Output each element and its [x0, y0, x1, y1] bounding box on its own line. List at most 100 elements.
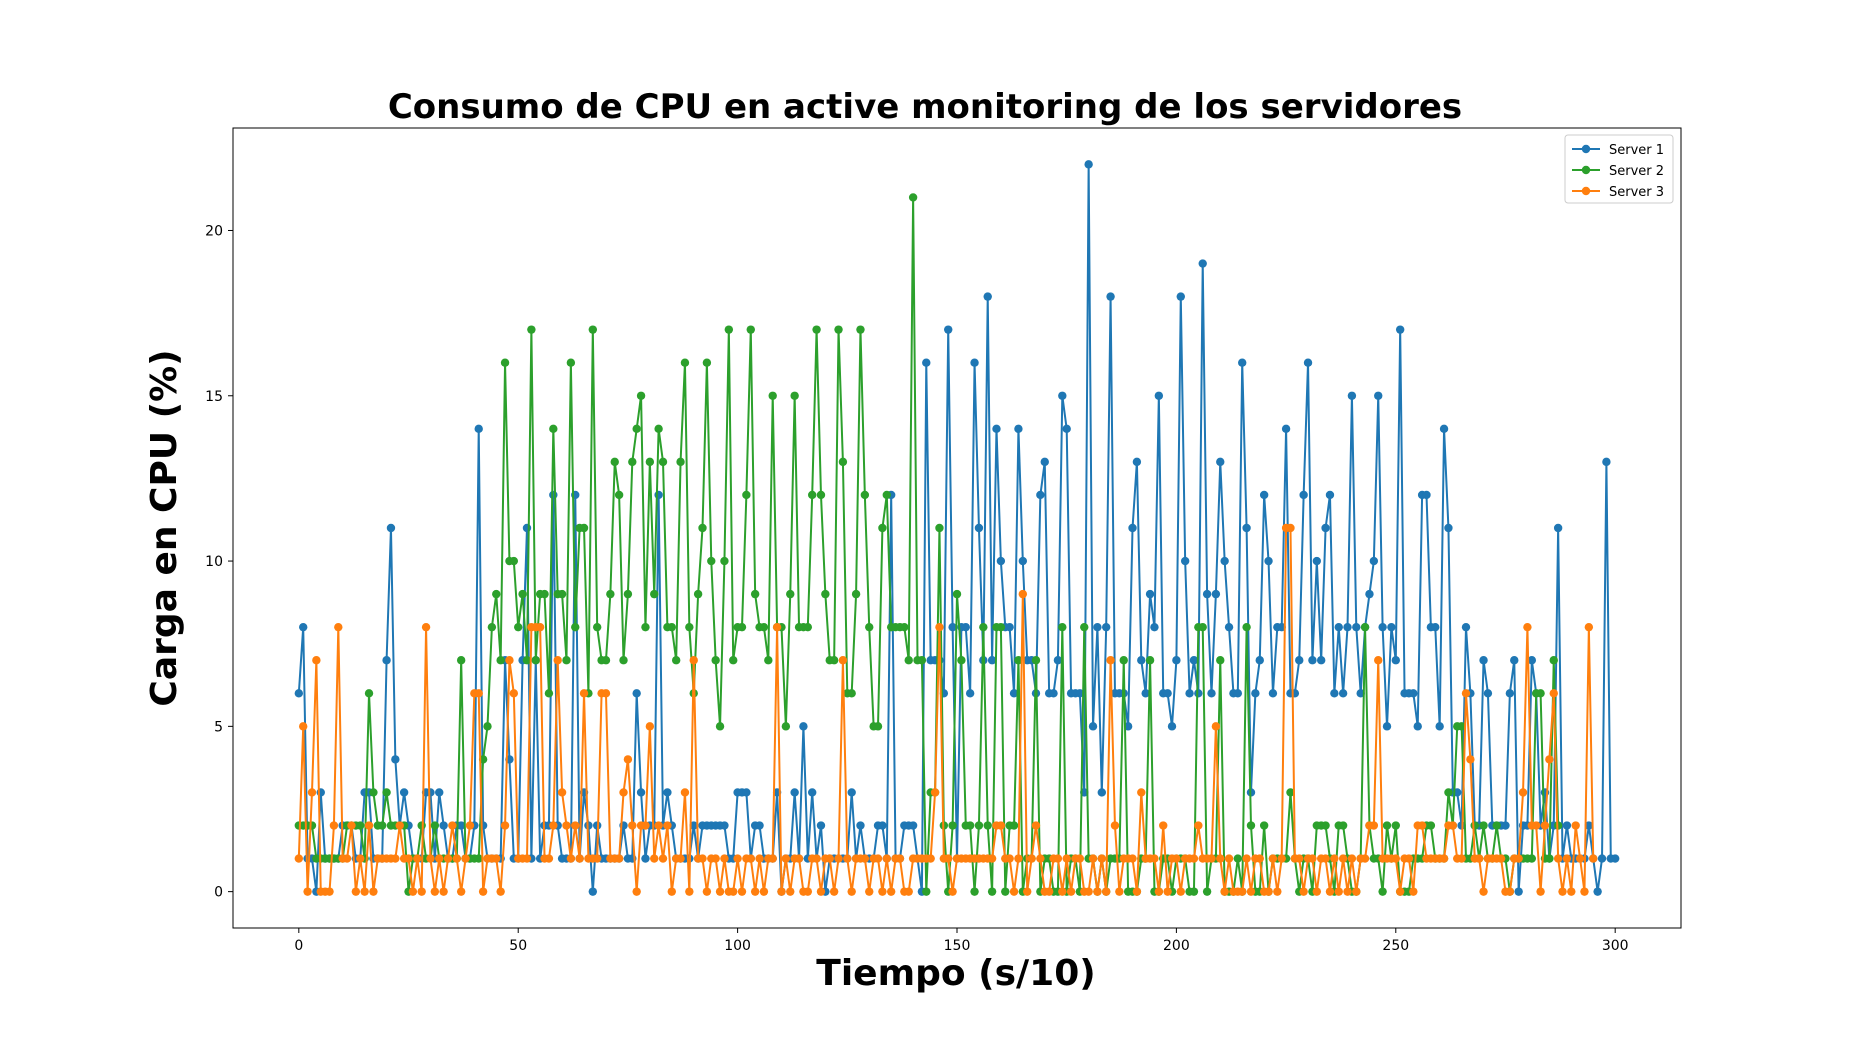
data-point — [500, 358, 510, 367]
data-point — [847, 887, 856, 896]
legend-marker — [1581, 165, 1591, 175]
data-point — [592, 622, 602, 632]
data-point — [641, 854, 650, 863]
data-point — [535, 622, 545, 632]
data-point — [965, 689, 975, 698]
data-point — [746, 854, 755, 863]
data-point — [474, 689, 483, 698]
data-point — [882, 854, 891, 863]
data-point — [566, 358, 576, 367]
data-point — [439, 887, 448, 896]
data-point — [1303, 358, 1313, 367]
data-point — [1466, 755, 1475, 764]
data-point — [1505, 887, 1515, 896]
data-point — [601, 689, 611, 698]
data-point — [663, 821, 672, 830]
data-point — [1330, 689, 1339, 698]
data-point — [1286, 788, 1295, 797]
data-point — [1264, 556, 1273, 566]
data-point — [435, 788, 444, 797]
data-point — [1510, 656, 1519, 665]
data-point — [496, 656, 505, 665]
data-point — [623, 755, 633, 764]
data-point — [614, 854, 624, 863]
data-point — [1584, 622, 1594, 632]
data-point — [1439, 424, 1449, 434]
data-point — [1352, 622, 1361, 632]
x-tick-label: 0 — [294, 938, 303, 954]
data-point — [1483, 689, 1493, 698]
data-point — [1562, 854, 1572, 863]
data-point — [1338, 821, 1348, 830]
data-point — [1145, 589, 1155, 599]
data-point — [1251, 689, 1260, 698]
data-point — [1207, 854, 1216, 863]
data-point — [325, 887, 334, 896]
data-point — [965, 821, 975, 830]
data-point — [829, 656, 839, 665]
data-point — [1009, 689, 1019, 698]
legend-marker — [1581, 144, 1591, 154]
data-point — [1316, 656, 1326, 665]
data-point — [1444, 523, 1453, 533]
data-point — [1545, 755, 1554, 764]
data-point — [821, 589, 830, 599]
data-point — [1501, 821, 1510, 830]
data-point — [1610, 854, 1620, 863]
data-point — [1167, 722, 1177, 731]
data-point — [1224, 854, 1234, 863]
data-point — [908, 193, 918, 202]
data-point — [1119, 656, 1128, 665]
data-point — [1097, 854, 1107, 863]
data-point — [1404, 854, 1414, 863]
data-point — [632, 689, 641, 698]
data-point — [996, 622, 1006, 632]
data-point — [1198, 259, 1207, 268]
data-point — [588, 887, 598, 896]
data-point — [755, 821, 764, 830]
data-point — [606, 589, 615, 599]
data-point — [1461, 689, 1471, 698]
data-point — [816, 490, 826, 500]
x-tick-label: 50 — [509, 938, 527, 954]
data-point — [755, 854, 764, 863]
data-point — [562, 656, 571, 665]
data-point — [1211, 589, 1221, 599]
data-point — [961, 622, 970, 632]
data-point — [1360, 622, 1370, 632]
data-point — [566, 854, 576, 863]
data-point — [1014, 424, 1023, 434]
data-point — [356, 854, 365, 863]
data-point — [1075, 689, 1085, 698]
data-point — [571, 622, 580, 632]
data-point — [1198, 622, 1207, 632]
data-point — [1137, 788, 1146, 797]
data-point — [522, 656, 532, 665]
data-point — [1277, 854, 1286, 863]
data-point — [483, 722, 492, 731]
data-point — [430, 887, 440, 896]
data-point — [1571, 821, 1580, 830]
data-point — [1084, 160, 1093, 169]
data-point — [1268, 854, 1278, 863]
data-point — [549, 821, 558, 830]
data-point — [461, 854, 470, 863]
y-tick-label: 5 — [214, 719, 223, 735]
data-point — [1540, 821, 1550, 830]
data-point — [1093, 622, 1102, 632]
data-point — [768, 391, 777, 400]
data-point — [803, 887, 813, 896]
data-point — [750, 589, 760, 599]
x-tick-label: 150 — [944, 938, 971, 954]
data-point — [983, 292, 992, 301]
data-point — [478, 887, 488, 896]
data-point — [759, 622, 769, 632]
data-point — [1496, 854, 1506, 863]
data-point — [439, 821, 448, 830]
data-point — [294, 689, 304, 698]
data-point — [430, 821, 440, 830]
data-point — [1479, 821, 1488, 830]
data-point — [816, 887, 826, 896]
data-point — [1593, 887, 1602, 896]
data-point — [1584, 821, 1594, 830]
